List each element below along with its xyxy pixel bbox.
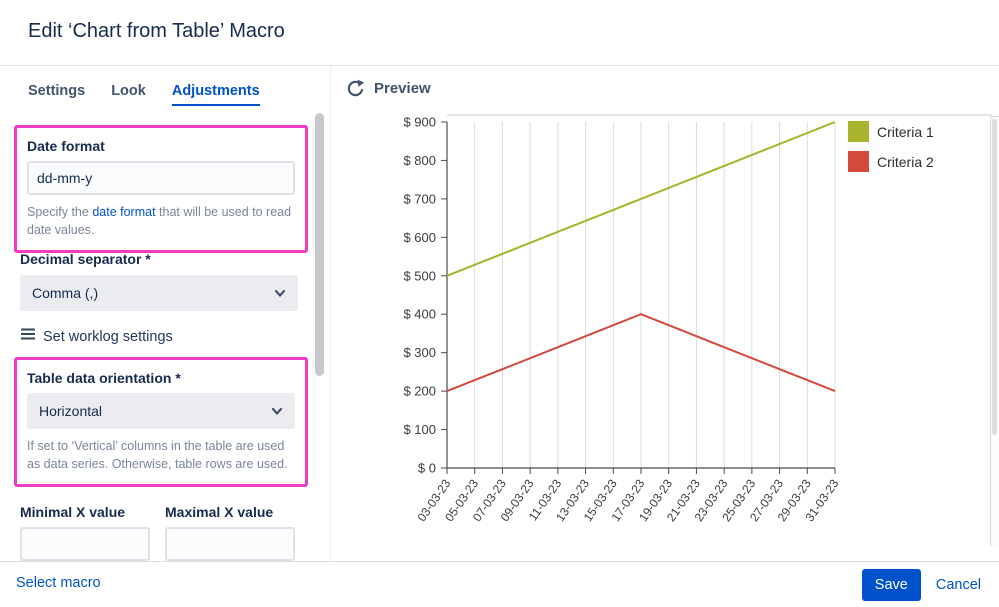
legend-label: Criteria 1 [877,123,934,140]
settings-panel: Settings Look Adjustments Date format Sp… [0,66,331,561]
dialog-footer: Select macro Save Cancel [0,561,999,607]
svg-text:$ 400: $ 400 [403,307,436,322]
worklog-settings-label: Set worklog settings [43,328,173,345]
date-format-help-link[interactable]: date format [92,205,156,219]
menu-icon [20,327,36,346]
table-orientation-group: Table data orientation * Horizontal If s… [14,357,308,488]
legend-swatch-criteria-1 [848,121,869,142]
svg-text:$ 200: $ 200 [403,384,436,399]
cancel-link[interactable]: Cancel [935,577,981,593]
preview-header: Preview [346,79,431,98]
refresh-icon[interactable] [346,79,365,98]
svg-text:$ 0: $ 0 [418,461,436,476]
left-panel-scrollbar-thumb[interactable] [315,113,324,376]
min-x-label: Minimal X value [20,504,126,520]
preview-panel: Preview 03-03-23 05-03-23 07-03-23 09-03-23… [332,66,999,561]
chevron-down-icon [269,403,285,419]
chart-area: 03-03-23 05-03-23 07-03-23 09-03-23 11-03-23… [332,112,992,557]
select-macro-link[interactable]: Select macro [16,575,101,591]
chart-legend: Criteria 1 Criteria 2 [848,121,934,172]
table-orientation-select[interactable]: Horizontal [27,393,295,429]
preview-scrollbar[interactable] [990,116,999,546]
legend-item-criteria-1: Criteria 1 [848,121,934,142]
decimal-separator-select[interactable]: Comma (,) [20,275,298,311]
worklog-settings-link[interactable]: Set worklog settings [20,327,173,346]
save-button[interactable]: Save [861,569,921,601]
svg-text:$ 500: $ 500 [403,268,436,283]
max-x-label: Maximal X value [165,504,274,520]
min-x-input[interactable] [20,527,150,561]
svg-text:$ 300: $ 300 [403,345,436,360]
svg-text:$ 800: $ 800 [403,153,436,168]
tab-look[interactable]: Look [111,83,146,99]
svg-text:$ 900: $ 900 [403,115,436,130]
date-format-group: Date format Specify the date format that… [14,125,308,254]
date-format-help: Specify the date format that will be use… [27,205,292,238]
chevron-down-icon [272,285,288,301]
svg-text:$ 600: $ 600 [403,230,436,245]
table-orientation-label: Table data orientation * [27,370,181,386]
decimal-separator-label: Decimal separator * [20,251,151,267]
legend-label: Criteria 2 [877,153,934,170]
svg-text:$ 100: $ 100 [403,422,436,437]
max-x-input[interactable] [165,527,295,561]
tab-adjustments[interactable]: Adjustments [172,83,260,104]
dialog-header: Edit ‘Chart from Table’ Macro [0,0,999,66]
svg-text:$ 700: $ 700 [403,191,436,206]
preview-label: Preview [374,80,431,97]
date-format-label: Date format [27,138,105,154]
legend-item-criteria-2: Criteria 2 [848,151,934,172]
tab-bar: Settings Look Adjustments [28,83,260,104]
preview-chart: 03-03-2305-03-2307-03-2309-03-2311-03-23… [403,114,992,524]
legend-swatch-criteria-2 [848,151,869,172]
tab-settings[interactable]: Settings [28,83,86,99]
decimal-separator-value: Comma (,) [32,285,99,301]
footer-actions: Save Cancel [861,569,981,601]
preview-scrollbar-thumb[interactable] [992,119,997,435]
date-format-input[interactable] [27,161,295,195]
dialog-title: Edit ‘Chart from Table’ Macro [28,20,285,42]
table-orientation-help: If set to ‘Vertical’ columns in the tabl… [27,439,288,472]
decimal-separator-group: Decimal separator * Comma (,) [20,251,298,311]
table-orientation-value: Horizontal [39,403,103,419]
x-range-group: Minimal X value Maximal X value [20,504,295,561]
